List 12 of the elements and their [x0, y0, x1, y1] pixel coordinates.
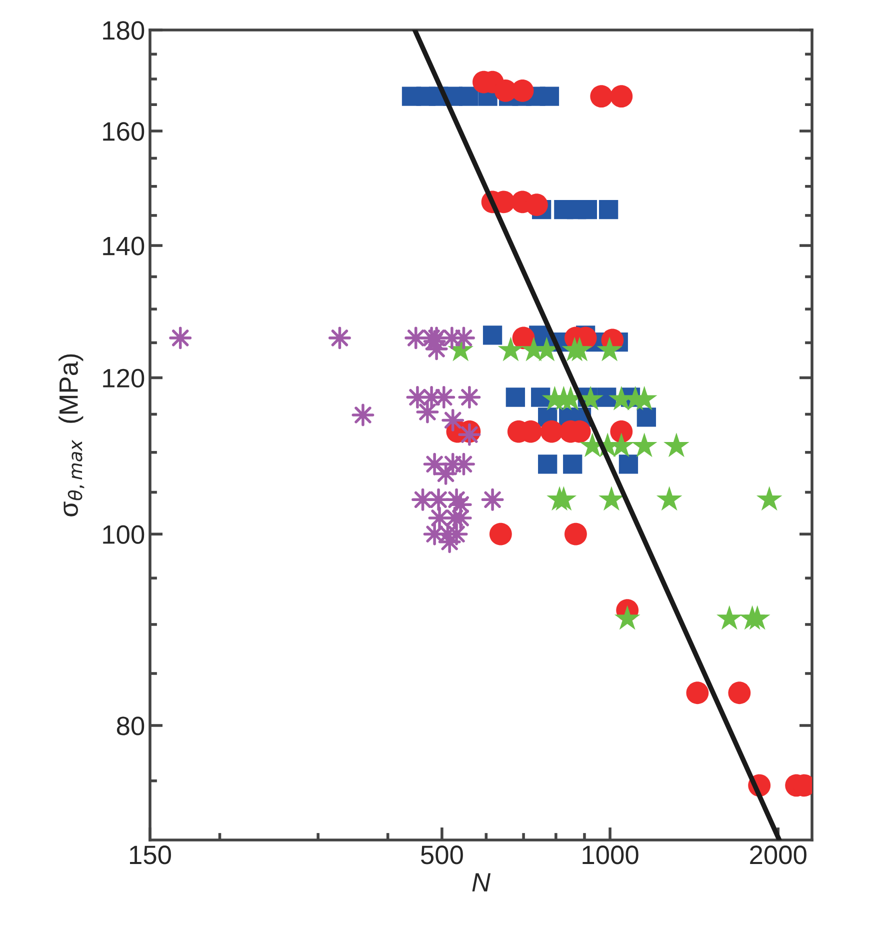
x-tick-label: 2000 [750, 846, 806, 864]
x-tick-label: 1000 [582, 846, 638, 864]
y-tick-label: 120 [103, 368, 144, 388]
y-axis-title: σ$_{θ,max}$ (MPa) [58, 354, 84, 516]
x-tick-label: 150 [130, 846, 171, 864]
y-tick-label: 180 [103, 21, 144, 40]
y-tick-label: 100 [103, 525, 144, 544]
y-tick-label: 80 [116, 716, 144, 736]
y-tick-label: 140 [103, 236, 144, 256]
y-tick-label: 160 [103, 122, 144, 141]
x-axis-title: N [472, 873, 491, 892]
x-tick-label: 500 [420, 846, 463, 864]
